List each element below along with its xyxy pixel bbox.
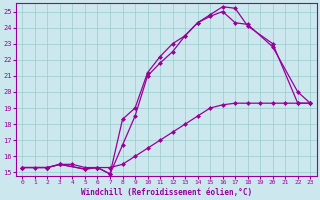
- X-axis label: Windchill (Refroidissement éolien,°C): Windchill (Refroidissement éolien,°C): [81, 188, 252, 197]
